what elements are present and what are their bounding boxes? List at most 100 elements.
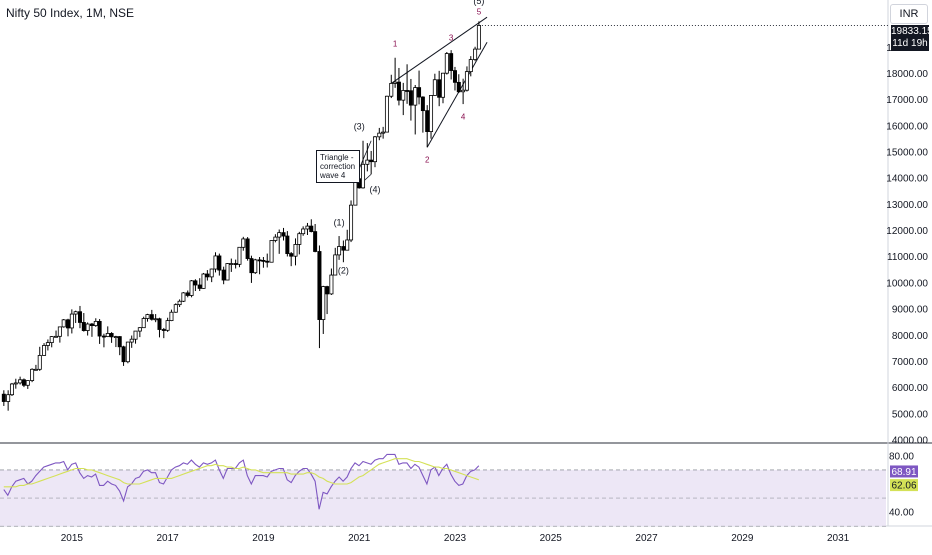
candle-up	[93, 320, 98, 326]
candle-up	[476, 25, 481, 50]
time-tick-label: 2017	[156, 533, 179, 544]
rsi-tick-label: 80.00	[889, 451, 914, 462]
candle-up	[33, 368, 38, 371]
candle-up	[361, 163, 366, 189]
candle-up	[345, 239, 350, 251]
candle-up	[372, 136, 377, 163]
currency-selector[interactable]: INR	[890, 4, 928, 24]
candle-up	[45, 342, 50, 346]
wave-label-minor: 1	[393, 40, 398, 49]
time-tick-label: 2029	[731, 533, 754, 544]
time-tick-label: 2019	[252, 533, 275, 544]
candle-down	[233, 263, 238, 265]
candle-up	[241, 238, 246, 248]
candle-down	[185, 292, 190, 296]
time-tick-label: 2015	[61, 533, 84, 544]
wave-label-major: (1)	[334, 217, 345, 227]
candle-down	[197, 284, 202, 289]
candle-up	[125, 341, 130, 363]
candle-up	[113, 336, 118, 338]
last-price-tag: 19833.15 11d 19h	[891, 25, 932, 51]
candle-up	[153, 318, 158, 321]
triangle-annotation[interactable]: Triangle - correction wave 4	[316, 150, 360, 183]
candle-up	[429, 95, 434, 132]
price-tick-label: 5000.00	[892, 409, 929, 420]
candle-up	[213, 255, 218, 270]
candle-up	[105, 333, 110, 337]
candle-down	[221, 269, 226, 281]
candle-up	[61, 319, 66, 328]
price-tick-label: 14000.00	[886, 174, 928, 185]
candle-up	[129, 338, 134, 343]
candle-down	[257, 259, 262, 262]
candle-up	[30, 368, 35, 381]
annotation-line: Triangle -	[320, 153, 354, 162]
time-tick-label: 2025	[540, 533, 563, 544]
wave-label-minor: 4	[461, 112, 466, 121]
rsi-value-badge	[890, 465, 918, 478]
candle-down	[261, 259, 266, 262]
candle-up	[297, 233, 302, 245]
candle-up	[333, 254, 338, 276]
rsi-ma-value-label: 62.06	[891, 481, 916, 492]
wave-label-major: (4)	[369, 185, 380, 195]
candle-down	[81, 322, 86, 331]
wave-label-minor: 5	[477, 8, 482, 17]
candle-down	[249, 258, 254, 274]
candle-up	[141, 318, 146, 329]
candle-up	[54, 335, 59, 338]
candle-up	[25, 380, 30, 386]
candle-up	[57, 326, 62, 337]
candle-up	[444, 53, 449, 74]
candle-up	[42, 345, 47, 356]
candle-down	[325, 286, 330, 295]
rsi-value-label: 68.91	[891, 467, 916, 478]
candle-up	[6, 394, 11, 402]
candle-up	[18, 379, 23, 384]
price-tick-label: 10000.00	[886, 278, 928, 289]
bar-countdown: 11d 19h	[892, 38, 928, 49]
candle-up	[389, 83, 394, 97]
price-tick-label: 11000.00	[887, 252, 928, 263]
candle-down	[341, 246, 346, 251]
candle-up	[337, 246, 342, 256]
time-tick-label: 2023	[444, 533, 467, 544]
candle-down	[437, 79, 442, 98]
candle-down	[313, 231, 318, 252]
candle-up	[401, 90, 406, 101]
wave-label-major: (5)	[473, 0, 484, 6]
candle-down	[157, 318, 162, 330]
candle-up	[69, 313, 74, 329]
candle-down	[89, 323, 94, 326]
candle-up	[393, 81, 398, 84]
candle-down	[1, 393, 6, 402]
rsi-band	[0, 469, 886, 527]
candle-up	[473, 48, 478, 60]
candle-up	[237, 246, 242, 265]
price-tick-label: 15000.00	[886, 148, 928, 159]
candle-down	[281, 232, 286, 237]
candle-down	[149, 314, 154, 320]
symbol-title[interactable]: Nifty 50 Index, 1M, NSE	[6, 6, 135, 20]
candle-down	[161, 329, 166, 331]
candle-up	[137, 327, 142, 332]
candle-up	[301, 228, 306, 235]
price-tick-label: 12000.00	[886, 226, 928, 237]
candle-down	[205, 273, 210, 278]
time-tick-label: 2021	[348, 533, 371, 544]
candle-up	[165, 320, 170, 331]
last-price-value: 19833.15	[891, 26, 932, 37]
candle-up	[321, 286, 326, 320]
candle-up	[349, 204, 354, 241]
candle-down	[77, 311, 82, 323]
candle-down	[217, 255, 222, 271]
candle-up	[464, 71, 469, 91]
candle-down	[420, 96, 425, 112]
wave-label-major: (3)	[354, 122, 365, 132]
candle-down	[456, 81, 461, 93]
candle-down	[193, 280, 198, 286]
candle-up	[169, 311, 174, 322]
candle-up	[273, 236, 278, 241]
